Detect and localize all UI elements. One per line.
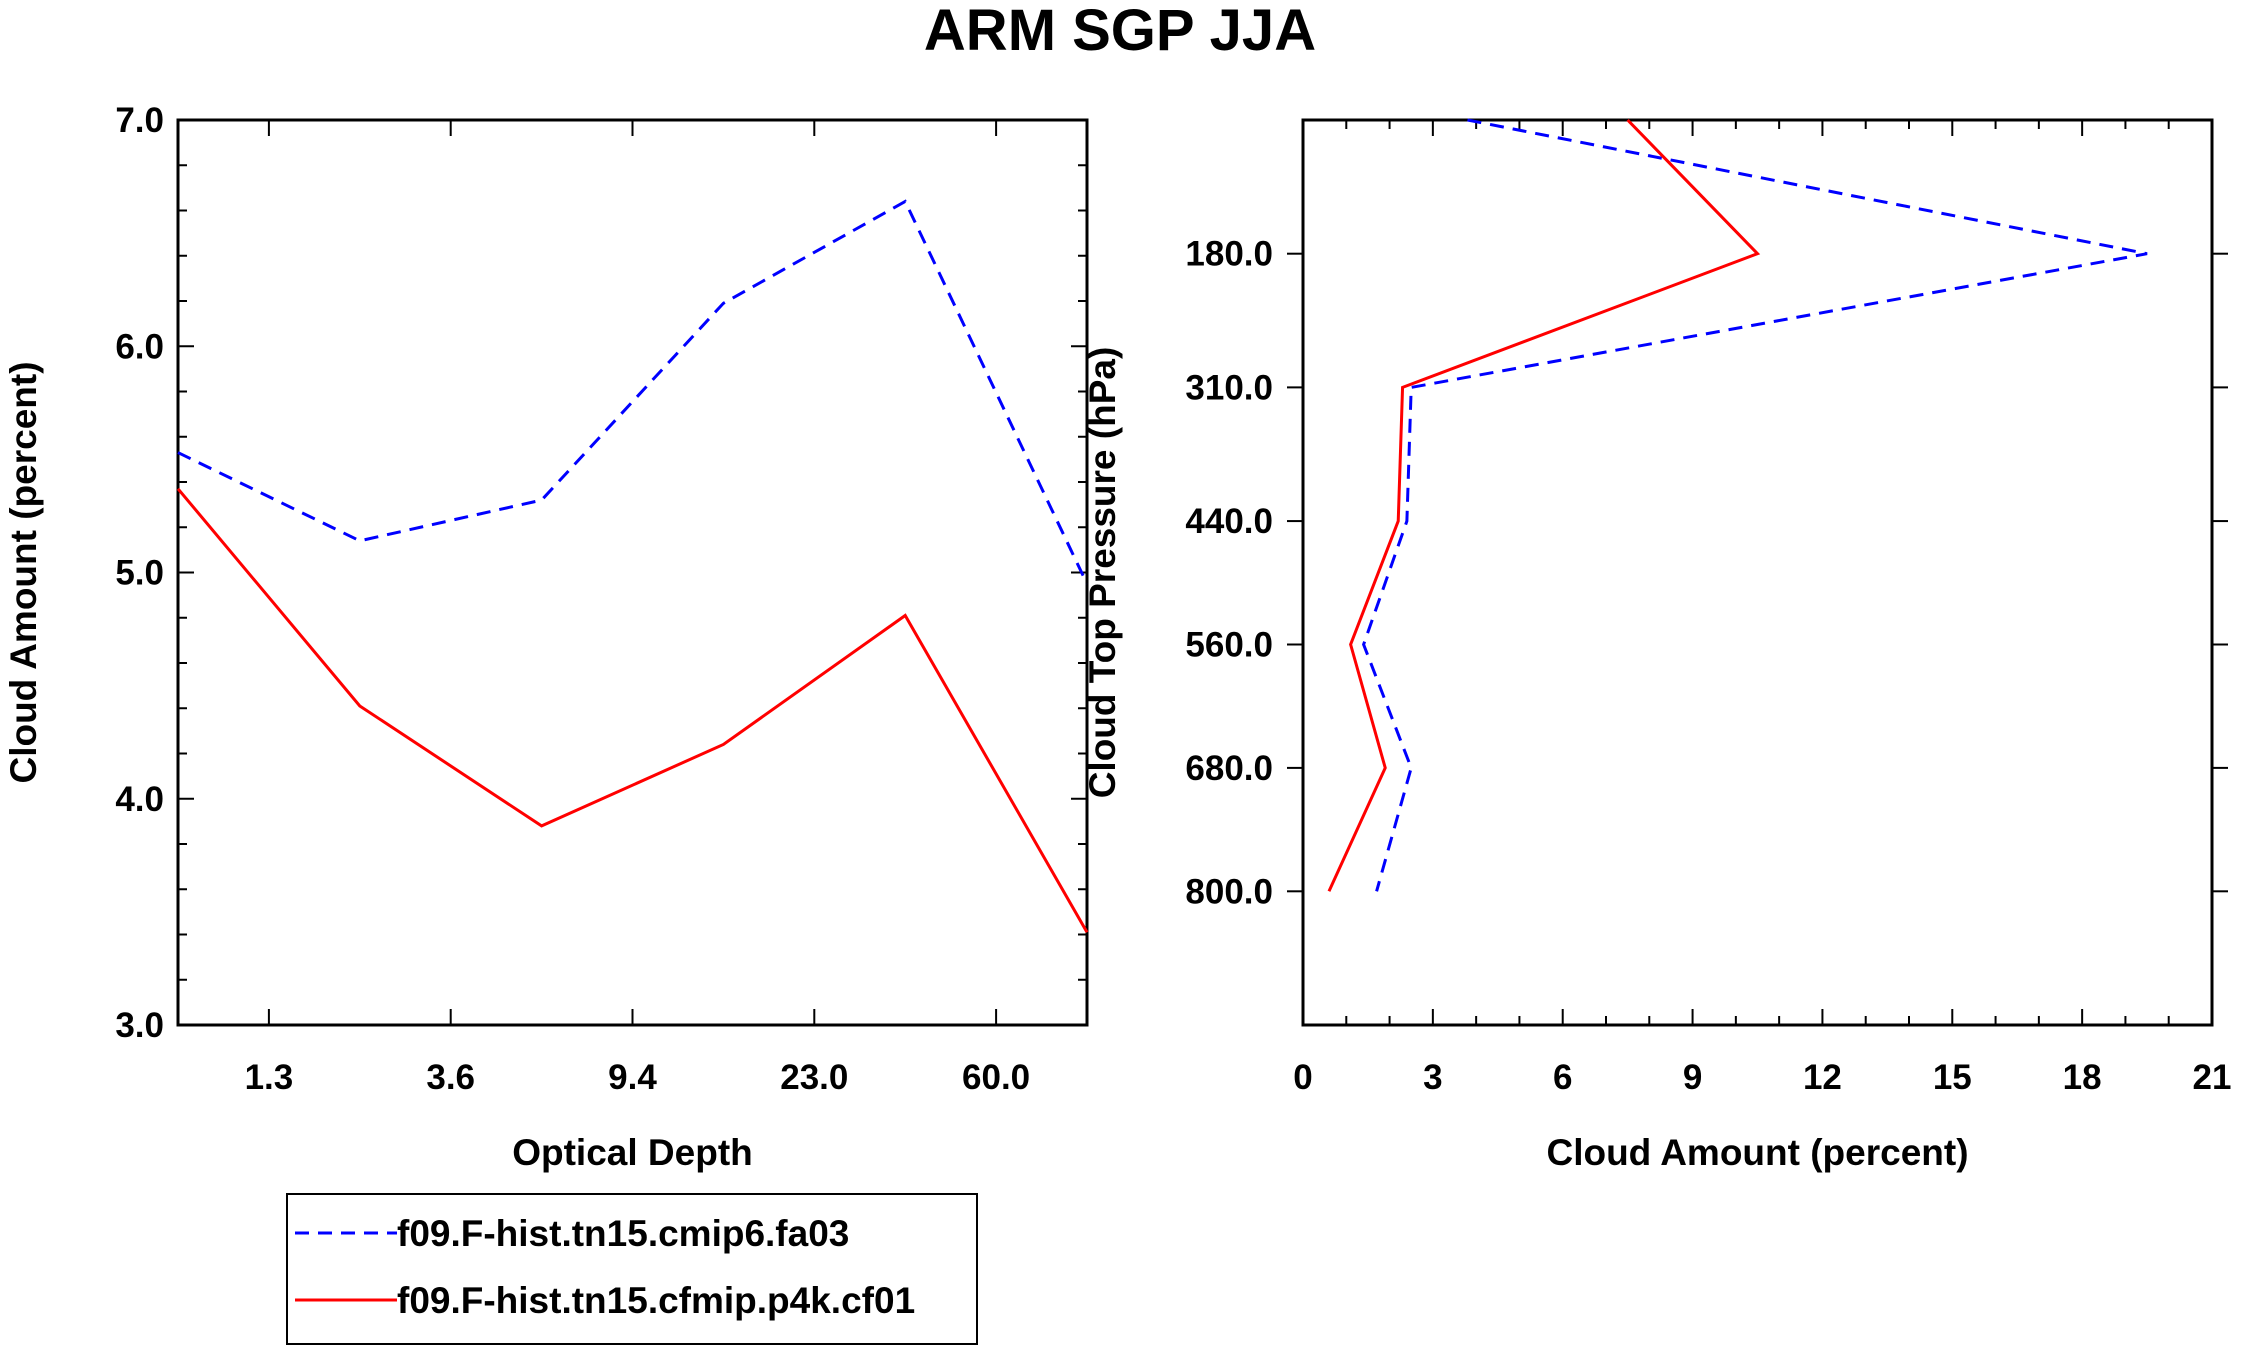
right-xtick-label: 3 bbox=[1423, 1058, 1442, 1097]
left-series-point bbox=[541, 500, 542, 501]
right-yaxis-label: Cloud Top Pressure (hPa) bbox=[1082, 347, 1123, 799]
right-ytick-label: 680.0 bbox=[1185, 749, 1273, 788]
legend-label-cmip6: f09.F-hist.tn15.cmip6.fa03 bbox=[397, 1213, 849, 1254]
left-xtick-label: 23.0 bbox=[780, 1058, 848, 1097]
left-xtick-label: 1.3 bbox=[245, 1058, 294, 1097]
pressure-profile-panel: 0 3 6 9 12 15 18 21 180.0 310.0 440.0 560.0 680.0 800… bbox=[1082, 118, 2232, 1173]
right-xtick-label: 18 bbox=[2063, 1058, 2102, 1097]
left-xtick-label: 60.0 bbox=[962, 1058, 1030, 1097]
left-xtick-label: 9.4 bbox=[608, 1058, 657, 1097]
left-xtick-label: 3.6 bbox=[426, 1058, 475, 1097]
right-xtick-label: 12 bbox=[1803, 1058, 1842, 1097]
legend: f09.F-hist.tn15.cmip6.fa03 f09.F-hist.tn… bbox=[286, 1193, 978, 1345]
left-ytick-label: 7.0 bbox=[115, 101, 164, 140]
left-ytick-label: 6.0 bbox=[115, 327, 164, 366]
right-xtick-label: 6 bbox=[1553, 1058, 1572, 1097]
right-ytick-label: 310.0 bbox=[1185, 368, 1273, 407]
left-ytick-label: 4.0 bbox=[115, 780, 164, 819]
right-xtick-label: 0 bbox=[1293, 1058, 1312, 1097]
chart-title: ARM SGP JJA bbox=[924, 0, 1316, 63]
left-series-line-0 bbox=[177, 199, 1089, 585]
right-xtick-label: 9 bbox=[1683, 1058, 1702, 1097]
left-ytick-label: 3.0 bbox=[115, 1006, 164, 1045]
legend-box bbox=[286, 1193, 978, 1345]
right-series-line-1 bbox=[1327, 118, 1761, 892]
right-xtick-label: 21 bbox=[2193, 1058, 2232, 1097]
left-series-line-1 bbox=[176, 487, 1089, 933]
right-ytick-label: 560.0 bbox=[1185, 625, 1273, 664]
right-series-point bbox=[1411, 387, 1412, 388]
left-series-point bbox=[359, 540, 360, 541]
right-xaxis-label: Cloud Amount (percent) bbox=[1546, 1132, 1968, 1173]
optical-depth-panel: 3.0 4.0 5.0 6.0 7.0 1.3 3.6 9.4 23.0 60.0 Optical … bbox=[3, 101, 1089, 1173]
right-ytick-label: 180.0 bbox=[1185, 235, 1273, 274]
right-series-line-0 bbox=[1362, 118, 2148, 892]
right-ytick-label: 440.0 bbox=[1185, 502, 1273, 541]
right-xtick-label: 15 bbox=[1933, 1058, 1972, 1097]
right-series-point bbox=[1411, 767, 1412, 768]
right-plot-frame bbox=[1301, 118, 2214, 1027]
left-ytick-label: 5.0 bbox=[115, 554, 164, 593]
right-ytick-label: 800.0 bbox=[1185, 872, 1273, 911]
left-plot-frame bbox=[176, 118, 1089, 1027]
legend-label-p4k: f09.F-hist.tn15.cfmip.p4k.cf01 bbox=[397, 1280, 915, 1321]
left-yaxis-label: Cloud Amount (percent) bbox=[3, 361, 44, 783]
left-xaxis-label: Optical Depth bbox=[512, 1132, 753, 1173]
